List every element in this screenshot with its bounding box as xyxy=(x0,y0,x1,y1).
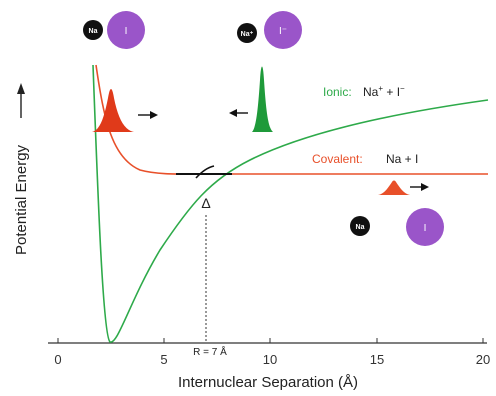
iodine-atom-icon xyxy=(406,208,444,246)
atom-pair-neutral-top: Na I xyxy=(83,11,145,49)
x-tick-label: 5 xyxy=(160,352,167,367)
green-wavepacket-icon xyxy=(252,66,273,132)
ionic-curve xyxy=(92,64,489,343)
x-tick-label: 10 xyxy=(263,352,277,367)
iodide-ion-icon xyxy=(264,11,302,49)
x-axis-ticks xyxy=(57,338,484,343)
delta-symbol: Δ xyxy=(201,195,210,211)
svg-text:I⁻: I⁻ xyxy=(279,26,287,37)
y-axis-label: Potential Energy xyxy=(13,144,30,255)
covalent-label: Covalent: Na + I xyxy=(312,152,418,166)
sodium-ion-icon xyxy=(237,23,257,43)
crossing-mark xyxy=(195,165,215,179)
y-axis-arrow xyxy=(17,83,25,118)
atom-pair-neutral-bottom: Na I xyxy=(350,208,444,246)
sodium-atom-icon xyxy=(350,216,370,236)
covalent-curve xyxy=(95,64,488,175)
covalent-label-word: Covalent: xyxy=(312,152,363,166)
ionic-label: Ionic: Na+ + I− xyxy=(323,84,405,99)
right-arrow-icon xyxy=(410,183,429,191)
svg-text:I: I xyxy=(424,223,427,234)
small-red-wavepacket-icon xyxy=(378,180,410,195)
ionic-label-formula: Na+ + I− xyxy=(363,84,405,99)
crossing-radius-label: R = 7 Å xyxy=(193,345,227,358)
svg-text:Na: Na xyxy=(89,28,98,35)
svg-text:Na⁺: Na⁺ xyxy=(241,31,254,38)
atom-pair-ionic-top: Na⁺ I⁻ xyxy=(237,11,302,49)
right-arrow-icon xyxy=(138,111,158,119)
svg-text:I: I xyxy=(125,26,128,37)
x-tick-label: 15 xyxy=(370,352,384,367)
x-axis-label: Internuclear Separation (Å) xyxy=(178,374,358,391)
svg-text:Na: Na xyxy=(356,224,365,231)
ionic-label-word: Ionic: xyxy=(323,85,352,99)
left-arrow-icon xyxy=(229,109,248,117)
x-tick-label: 0 xyxy=(54,352,61,367)
iodine-atom-icon xyxy=(107,11,145,49)
sodium-atom-icon xyxy=(83,20,103,40)
x-tick-label: 20 xyxy=(476,352,490,367)
red-wavepacket-icon xyxy=(92,89,134,132)
covalent-label-formula: Na + I xyxy=(386,152,418,166)
